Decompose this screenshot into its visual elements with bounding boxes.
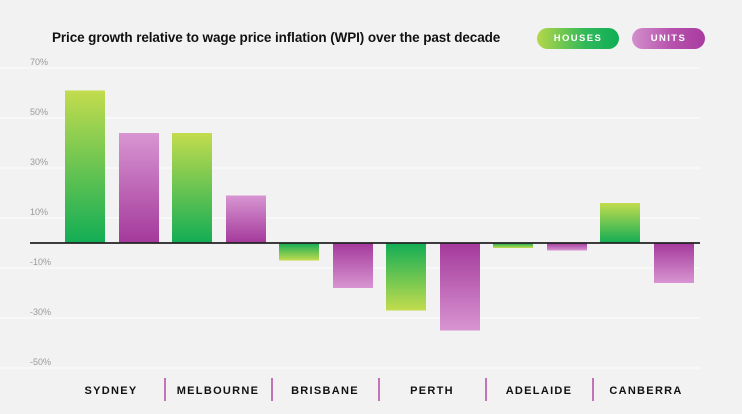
x-category-label: ADELAIDE: [506, 385, 573, 397]
bar-houses-perth: [386, 243, 426, 311]
bar-units-canberra: [654, 243, 694, 283]
y-tick-label: -30%: [30, 307, 51, 317]
x-category-label: MELBOURNE: [177, 385, 260, 397]
y-tick-label: 30%: [30, 157, 48, 167]
legend-houses: HOUSES: [537, 28, 619, 49]
x-category-label: PERTH: [410, 385, 454, 397]
x-category-label: SYDNEY: [84, 385, 137, 397]
legend-units: UNITS: [632, 28, 705, 49]
bar-units-brisbane: [333, 243, 373, 288]
bar-houses-canberra: [600, 203, 640, 243]
bar-units-perth: [440, 243, 480, 331]
x-category-label: CANBERRA: [609, 385, 682, 397]
x-category-label: BRISBANE: [291, 385, 359, 397]
bar-units-sydney: [119, 133, 159, 243]
bar-houses-sydney: [65, 90, 105, 243]
y-tick-label: 50%: [30, 107, 48, 117]
chart-title: Price growth relative to wage price infl…: [52, 30, 501, 45]
y-tick-label: -10%: [30, 257, 51, 267]
bar-units-adelaide: [547, 243, 587, 251]
bar-units-melbourne: [226, 195, 266, 243]
bar-houses-adelaide: [493, 243, 533, 248]
y-tick-label: -50%: [30, 357, 51, 367]
bar-houses-brisbane: [279, 243, 319, 261]
bar-houses-melbourne: [172, 133, 212, 243]
y-tick-label: 70%: [30, 57, 48, 67]
y-tick-label: 10%: [30, 207, 48, 217]
